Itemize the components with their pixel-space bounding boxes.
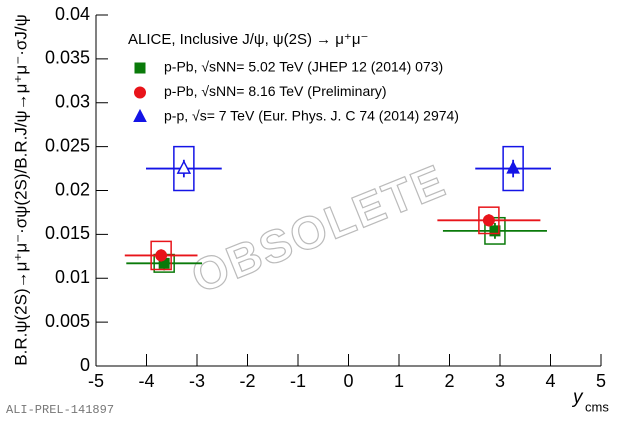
x-tick-label: 1 [394, 371, 404, 391]
legend-title: ALICE, Inclusive J/ψ, ψ(2S) → μ⁺μ⁻ [128, 31, 368, 48]
y-axis-label: B.R.ψ(2S)→μ⁺μ⁻·σψ(2S)/B.R.J/ψ→μ⁺μ⁻·σJ/ψ [11, 14, 30, 365]
footer: ALI-PREL-141897 [6, 403, 114, 417]
legend-label: p-Pb, √sNN= 8.16 TeV (Preliminary) [164, 83, 387, 99]
legend-marker [134, 86, 146, 99]
x-tick-label: -4 [138, 371, 154, 391]
y-tick-label: 0.04 [55, 4, 90, 24]
legend-label: p-p, √s= 7 TeV (Eur. Phys. J. C 74 (2014… [164, 108, 459, 124]
legend-marker [133, 108, 147, 122]
x-tick-label: 0 [343, 371, 353, 391]
x-tick-label: -1 [290, 371, 306, 391]
x-tick-label: -2 [239, 371, 255, 391]
x-tick-label: 4 [545, 371, 555, 391]
legend-label: p-Pb, √sNN= 5.02 TeV (JHEP 12 (2014) 073… [164, 59, 443, 75]
y-tick-label: 0.025 [45, 135, 90, 155]
y-tick-label: 0.005 [45, 311, 90, 331]
x-tick-label: -5 [88, 371, 104, 391]
y-tick-label: 0.01 [55, 267, 90, 287]
y-tick-label: 0.03 [55, 92, 90, 112]
x-axis-label-sub: cms [585, 399, 609, 414]
y-tick-label: 0 [80, 355, 90, 375]
y-tick-label: 0.02 [55, 179, 90, 199]
watermark: OBSOLETE [184, 154, 453, 303]
data-point [155, 249, 168, 262]
y-tick-label: 0.035 [45, 48, 90, 68]
x-tick-label: 5 [596, 371, 606, 391]
y-tick-label: 0.015 [45, 223, 90, 243]
x-axis-label: y [571, 387, 584, 408]
data-point [489, 225, 501, 237]
x-tick-label: -3 [189, 371, 205, 391]
x-tick-label: 2 [444, 371, 454, 391]
legend-marker [134, 62, 146, 74]
data-point [506, 160, 520, 174]
data-point [176, 159, 192, 174]
data-point [482, 214, 495, 227]
x-tick-label: 3 [495, 371, 505, 391]
